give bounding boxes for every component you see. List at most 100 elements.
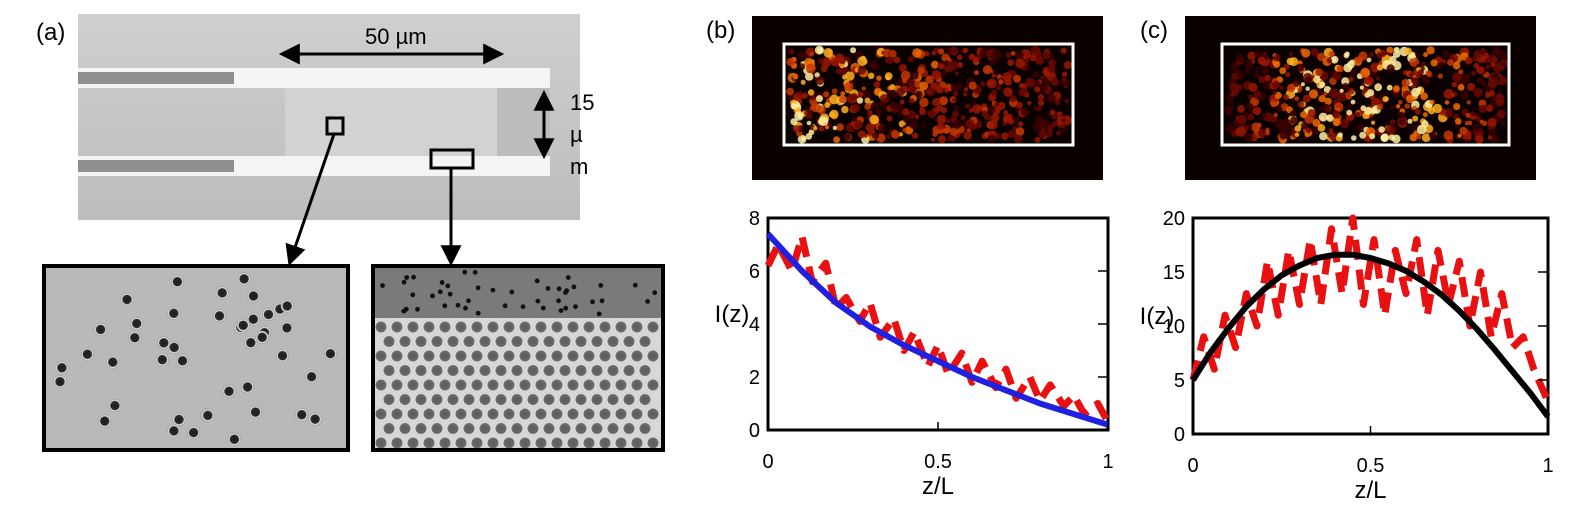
sem-small-pore bbox=[645, 299, 650, 304]
speckle-spot bbox=[1032, 71, 1040, 78]
speckle-spot bbox=[805, 63, 816, 74]
speckle-spot bbox=[949, 127, 959, 136]
sem-lattice-pore bbox=[405, 319, 421, 335]
speckle-spot bbox=[1261, 113, 1268, 119]
sem-lattice-pore bbox=[501, 377, 517, 393]
speckle-spot bbox=[1466, 100, 1471, 105]
speckle-spot bbox=[936, 114, 947, 125]
speckle-spot bbox=[1389, 55, 1397, 64]
sample-region bbox=[285, 88, 497, 156]
sem-lattice-pore bbox=[637, 334, 653, 349]
sem-lattice-pore bbox=[517, 348, 533, 364]
sem-lattice-pore bbox=[429, 363, 445, 378]
sem-lattice-pore bbox=[421, 435, 437, 451]
speckle-spot bbox=[1338, 90, 1345, 98]
sem-small-pore bbox=[535, 298, 541, 304]
sem-lattice-pore bbox=[597, 319, 613, 335]
sem-lattice-pore bbox=[445, 392, 461, 407]
speckle-spot bbox=[1391, 134, 1401, 144]
speckle-spot bbox=[1063, 61, 1072, 70]
speckle-spot bbox=[940, 107, 947, 114]
speckle-spot bbox=[1393, 85, 1400, 92]
speckle-spot bbox=[1421, 120, 1429, 128]
sem-lattice-pore bbox=[413, 421, 429, 436]
sem-small-pore bbox=[439, 280, 445, 285]
speckle-spot bbox=[1386, 46, 1394, 54]
speckle-spot bbox=[1012, 125, 1018, 131]
speckle-spot bbox=[1294, 132, 1300, 137]
sem-small-pore bbox=[564, 288, 570, 293]
sem-small-pore bbox=[502, 303, 508, 309]
speckle-spot bbox=[1363, 77, 1371, 85]
speckle-spot bbox=[1003, 110, 1009, 116]
sem-lattice-pore bbox=[645, 377, 661, 393]
speckle-spot bbox=[1386, 84, 1393, 91]
speckle-spot bbox=[1051, 121, 1058, 128]
speckle-spot bbox=[931, 137, 936, 142]
sem-lattice-pore bbox=[485, 348, 501, 364]
speckle-spot bbox=[1380, 52, 1386, 57]
speckle-spot bbox=[1001, 132, 1009, 141]
sem-hole bbox=[262, 308, 275, 321]
speckle-spot bbox=[1443, 130, 1454, 140]
sem-lattice-pore bbox=[565, 406, 581, 422]
sem-lattice-pore bbox=[397, 421, 413, 436]
speckle-spot bbox=[1258, 75, 1266, 84]
speckle-spot bbox=[919, 97, 929, 108]
speckle-spot bbox=[1376, 64, 1384, 71]
speckle-spot bbox=[805, 47, 815, 57]
speckle-spot bbox=[1398, 100, 1403, 105]
speckle-spot bbox=[1368, 52, 1374, 58]
speckle-spot bbox=[903, 115, 911, 124]
sem-lattice-pore bbox=[469, 435, 485, 451]
sem-lattice-pore bbox=[405, 377, 421, 393]
sem-lattice-pore bbox=[493, 392, 509, 407]
sem-lattice-pore bbox=[485, 435, 501, 451]
speckle-spot bbox=[1490, 62, 1496, 68]
speckle-spot bbox=[788, 48, 794, 55]
speckle-spot bbox=[971, 101, 976, 106]
sem-lattice-pore bbox=[437, 377, 453, 393]
speckle-spot bbox=[1289, 110, 1297, 117]
sem-lattice-pore bbox=[381, 392, 397, 407]
speckle-spot bbox=[1458, 69, 1464, 75]
speckle-spot bbox=[979, 49, 988, 58]
sem-lattice-pore bbox=[437, 348, 453, 364]
speckle-spot bbox=[925, 75, 934, 84]
speckle-spot bbox=[1013, 75, 1021, 83]
sem-lattice-pore bbox=[469, 377, 485, 393]
sem-lattice-pore bbox=[373, 348, 389, 364]
speckle-spot bbox=[1042, 50, 1052, 60]
speckle-spot bbox=[786, 57, 795, 67]
speckle-spot bbox=[1343, 63, 1353, 73]
sem-lattice-pore bbox=[485, 406, 501, 422]
speckle-spot bbox=[1018, 88, 1026, 97]
speckle-spot bbox=[887, 49, 897, 58]
speckle-spot bbox=[1364, 92, 1371, 98]
sem-device-image bbox=[78, 14, 580, 220]
sem-small-pore bbox=[411, 274, 416, 280]
speckle-spot bbox=[1371, 120, 1376, 125]
sem-lattice-pore bbox=[589, 334, 605, 349]
speckle-spot bbox=[1393, 47, 1400, 54]
speckle-spot bbox=[1247, 51, 1256, 61]
speckle-spot bbox=[1034, 86, 1041, 93]
speckle-spot bbox=[1366, 57, 1372, 63]
speckle-spot bbox=[821, 57, 831, 68]
speckle-spot bbox=[1002, 72, 1012, 82]
sem-lattice-pore bbox=[525, 421, 541, 436]
sem-lattice-pore bbox=[613, 435, 629, 451]
speckle-spot bbox=[1014, 134, 1023, 144]
sem-lattice-pore bbox=[533, 435, 549, 451]
speckle-spot bbox=[1374, 83, 1383, 92]
scale-bar-vertical-label-2: µ bbox=[570, 122, 583, 147]
plot-b: 0 2 4 6 8 0 0.5 1 z/L I(z) bbox=[715, 208, 1114, 500]
speckle-spot bbox=[1243, 132, 1253, 142]
x-tick-label: 0.5 bbox=[1357, 455, 1385, 477]
speckle-spot bbox=[869, 114, 879, 125]
sem-lattice-pore bbox=[581, 348, 597, 364]
speckle-spot bbox=[1015, 50, 1024, 59]
sem-lattice-pore bbox=[461, 392, 477, 407]
sem-small-pore bbox=[545, 286, 551, 291]
speckle-spot bbox=[1409, 57, 1420, 67]
